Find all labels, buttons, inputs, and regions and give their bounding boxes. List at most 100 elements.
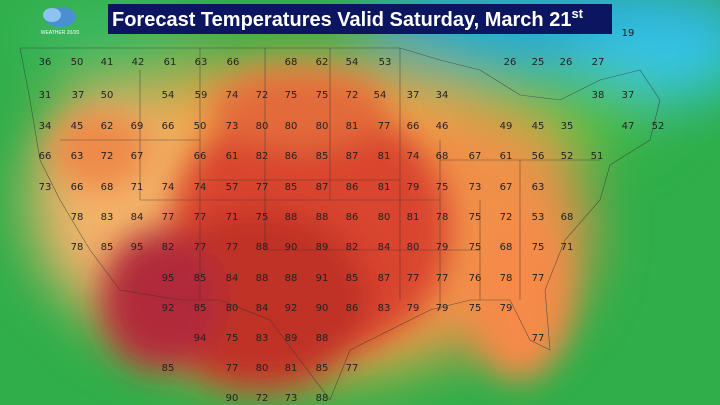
- temperature-label: 82: [256, 151, 269, 162]
- temperature-label: 80: [256, 363, 269, 374]
- logo: WEATHER 20/20: [41, 7, 80, 36]
- temperature-label: 80: [378, 212, 391, 223]
- logo-text: WEATHER 20/20: [41, 30, 80, 36]
- temperature-label: 77: [378, 121, 391, 132]
- temperature-label: 95: [131, 242, 144, 253]
- temperature-label: 75: [256, 212, 269, 223]
- temperature-label: 66: [162, 121, 175, 132]
- borders: [19, 47, 661, 401]
- temperature-label: 76: [469, 273, 482, 284]
- title-main: Forecast Temperatures Valid Saturday, Ma…: [112, 9, 571, 31]
- temperature-label: 73: [285, 393, 298, 404]
- temperature-label: 68: [101, 182, 114, 193]
- temperature-label: 75: [469, 242, 482, 253]
- temperature-label: 50: [71, 57, 84, 68]
- temperature-label: 62: [316, 57, 329, 68]
- title: Forecast Temperatures Valid Saturday, Ma…: [112, 6, 584, 31]
- temperature-label: 50: [194, 121, 207, 132]
- temperature-label: 91: [316, 273, 329, 284]
- temperature-label: 53: [532, 212, 545, 223]
- temperature-label: 41: [101, 57, 114, 68]
- temperature-label: 61: [164, 57, 177, 68]
- temperature-label: 75: [285, 90, 298, 101]
- temperature-label: 86: [346, 303, 359, 314]
- temperature-label: 77: [226, 242, 239, 253]
- temperature-label: 45: [71, 121, 84, 132]
- temperature-label: 82: [346, 242, 359, 253]
- temperature-label: 71: [561, 242, 574, 253]
- temperature-label: 59: [195, 90, 208, 101]
- temperature-label: 81: [407, 212, 420, 223]
- temperature-label: 74: [226, 90, 239, 101]
- temperature-label: 85: [316, 151, 329, 162]
- temperature-label: 87: [346, 151, 359, 162]
- temperature-label: 45: [532, 121, 545, 132]
- temperature-label: 75: [469, 303, 482, 314]
- temperature-label: 72: [346, 90, 359, 101]
- temperature-label: 88: [285, 273, 298, 284]
- temperature-label: 66: [71, 182, 84, 193]
- temperature-labels: 19 36 50 41 42 61 63 66 68 62 54 53 26 25 26 27 31 37 50 54…: [39, 28, 665, 404]
- temperature-label: 42: [132, 57, 145, 68]
- temperature-label: 87: [378, 273, 391, 284]
- temperature-label: 63: [195, 57, 208, 68]
- temperature-label: 90: [316, 303, 329, 314]
- temperature-label: 49: [500, 121, 513, 132]
- temperature-label: 71: [131, 182, 144, 193]
- temperature-label: 75: [469, 212, 482, 223]
- temperature-label: 88: [316, 393, 329, 404]
- temperature-label: 85: [346, 273, 359, 284]
- temperature-label: 67: [469, 151, 482, 162]
- temperature-label: 84: [378, 242, 391, 253]
- temperature-label: 61: [500, 151, 513, 162]
- temperature-label: 36: [39, 57, 52, 68]
- temperature-label: 67: [131, 151, 144, 162]
- temperature-label: 75: [436, 182, 449, 193]
- temperature-label: 78: [71, 242, 84, 253]
- temperature-label: 90: [285, 242, 298, 253]
- temperature-label: 66: [194, 151, 207, 162]
- temperature-label: 54: [346, 57, 359, 68]
- temperature-label: 81: [285, 363, 298, 374]
- temperature-label: 57: [226, 182, 239, 193]
- temperature-label: 78: [436, 212, 449, 223]
- temperature-label: 50: [101, 90, 114, 101]
- temperature-label: 34: [39, 121, 52, 132]
- temperature-label: 75: [226, 333, 239, 344]
- temperature-label: 52: [652, 121, 665, 132]
- temperature-label: 82: [162, 242, 175, 253]
- temperature-label: 75: [532, 242, 545, 253]
- temperature-label: 77: [346, 363, 359, 374]
- temperature-label: 73: [469, 182, 482, 193]
- temperature-label: 25: [532, 57, 545, 68]
- temperature-label: 73: [39, 182, 52, 193]
- temperature-label: 66: [39, 151, 52, 162]
- temperature-label: 86: [346, 212, 359, 223]
- temperature-label: 92: [162, 303, 175, 314]
- temperature-label: 68: [436, 151, 449, 162]
- temperature-label: 77: [436, 273, 449, 284]
- temperature-label: 77: [194, 212, 207, 223]
- temperature-label: 77: [226, 363, 239, 374]
- temperature-label: 81: [346, 121, 359, 132]
- temperature-label: 68: [285, 57, 298, 68]
- temperature-label: 72: [500, 212, 513, 223]
- temperature-label: 79: [436, 303, 449, 314]
- temperature-label: 26: [560, 57, 573, 68]
- temperature-label: 94: [194, 333, 207, 344]
- temperature-label: 85: [194, 303, 207, 314]
- temperature-label: 27: [592, 57, 605, 68]
- temperature-label: 80: [226, 303, 239, 314]
- temperature-label: 86: [285, 151, 298, 162]
- temperature-label: 85: [316, 363, 329, 374]
- temperature-label: 89: [316, 242, 329, 253]
- temperature-label: 92: [285, 303, 298, 314]
- temperature-label: 35: [561, 121, 574, 132]
- temperature-label: 87: [316, 182, 329, 193]
- temperature-label: 95: [162, 273, 175, 284]
- temperature-label: 77: [256, 182, 269, 193]
- temperature-label: 54: [162, 90, 175, 101]
- temperature-label: 46: [436, 121, 449, 132]
- temperature-label: 85: [162, 363, 175, 374]
- temperature-label: 80: [256, 121, 269, 132]
